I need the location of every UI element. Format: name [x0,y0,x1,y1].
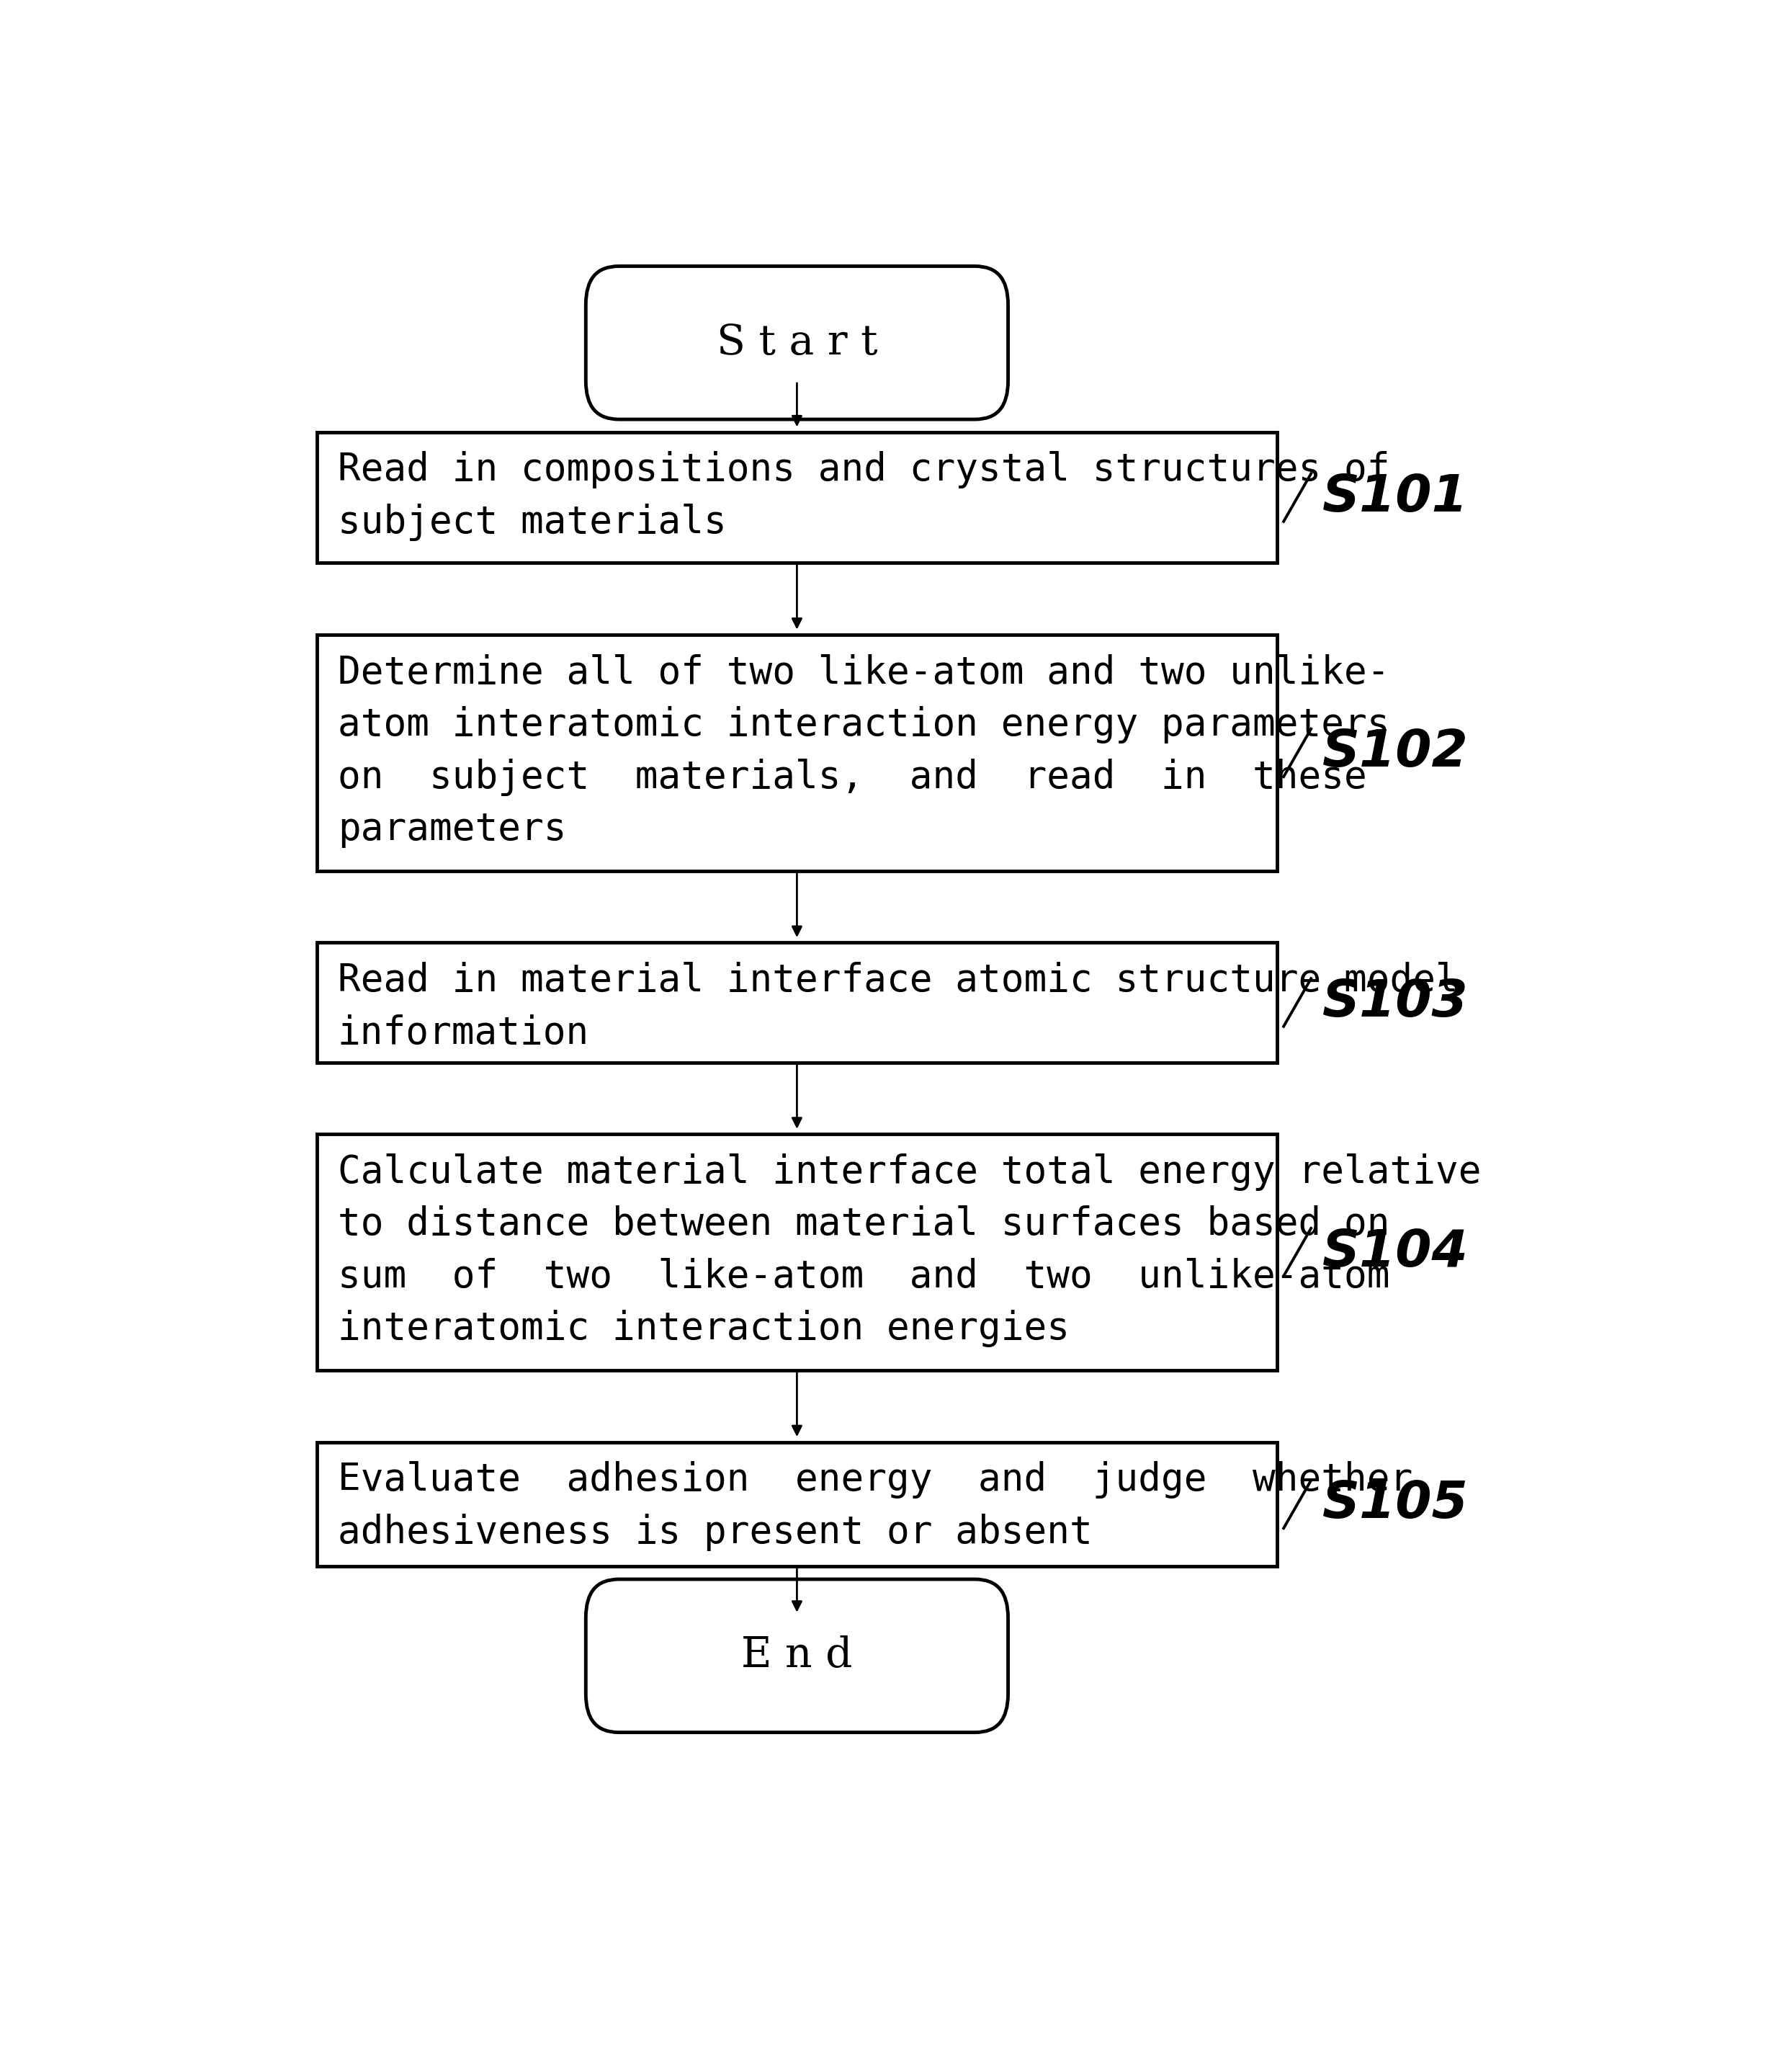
Text: Read in compositions and crystal structures of
subject materials: Read in compositions and crystal structu… [338,452,1390,541]
Bar [317,1442,1277,1566]
Text: Evaluate  adhesion  energy  and  judge  whether
adhesiveness is present or absen: Evaluate adhesion energy and judge wheth… [338,1461,1412,1550]
Text: S t a r t: S t a r t [716,323,877,363]
Text: S103: S103 [1321,978,1468,1028]
Text: Determine all of two like-atom and two unlike-
atom interatomic interaction ener: Determine all of two like-atom and two u… [338,655,1390,847]
Text: S104: S104 [1321,1227,1468,1276]
FancyBboxPatch shape [586,1579,1008,1732]
Bar [317,433,1277,564]
Text: S102: S102 [1321,727,1468,777]
Bar [317,634,1277,870]
Text: E n d: E n d [741,1635,853,1676]
Text: Calculate material interface total energy relative
to distance between material : Calculate material interface total energ… [338,1154,1481,1347]
Text: S101: S101 [1321,472,1468,522]
Text: Read in material interface atomic structure model
information: Read in material interface atomic struct… [338,961,1458,1051]
Bar [317,943,1277,1063]
Text: S105: S105 [1321,1479,1468,1529]
Bar [317,1133,1277,1370]
FancyBboxPatch shape [586,265,1008,419]
